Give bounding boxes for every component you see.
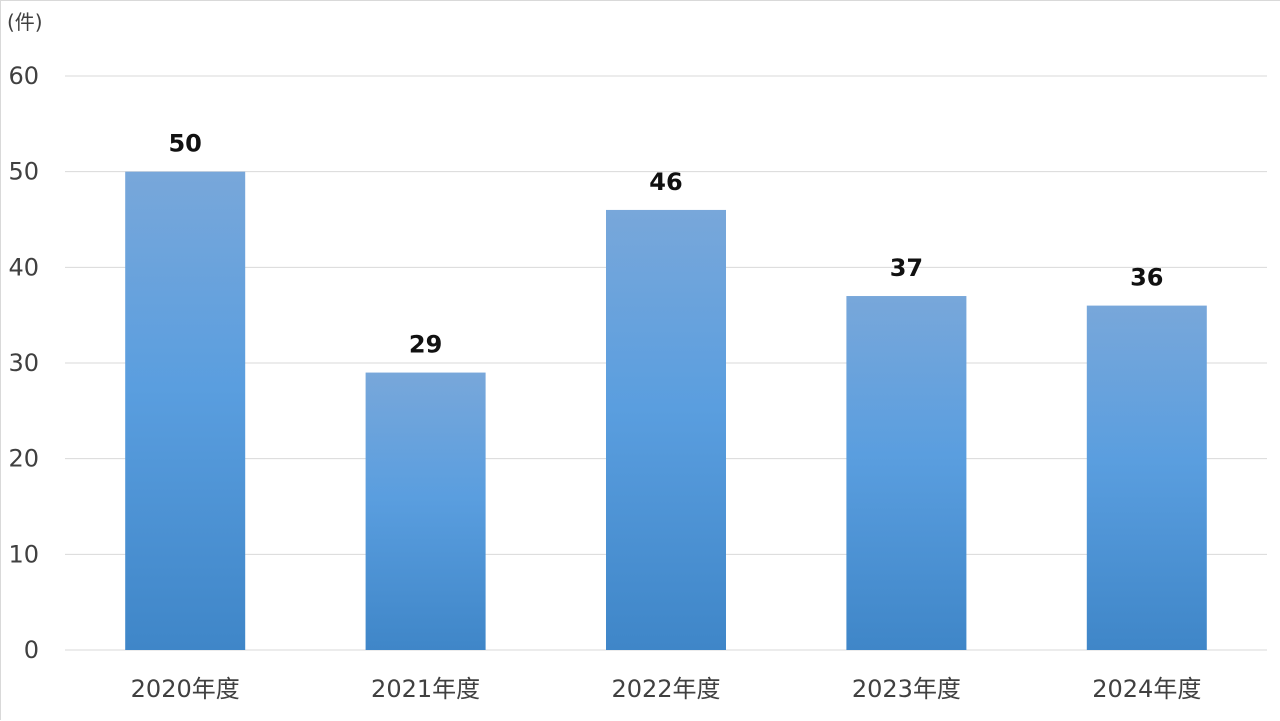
bar [125,171,246,650]
bar-value-label: 29 [409,331,442,359]
y-axis-tick-label: 0 [24,636,39,664]
y-axis-tick-label: 40 [8,253,39,281]
x-axis-category-label: 2021年度 [371,675,480,703]
y-axis-unit-label: (件) [7,10,43,34]
y-axis-tick-label: 30 [8,349,39,377]
x-axis-category-label: 2023年度 [852,675,961,703]
x-axis-category-label: 2022年度 [611,675,720,703]
x-axis-category-labels: 2020年度 2021年度 2022年度 2023年度 2024年度 [131,675,1202,703]
bar-value-label: 46 [649,168,682,196]
x-axis-category-label: 2024年度 [1092,675,1201,703]
bar-value-label: 36 [1130,264,1163,292]
y-axis-tick-label: 20 [8,445,39,473]
bar [365,372,486,650]
y-axis-tick-label: 10 [8,540,39,568]
y-axis-tick-label: 50 [8,158,39,186]
bar-value-label: 50 [168,130,201,158]
y-axis-tick-labels: 0 10 20 30 40 50 60 [8,62,39,664]
bars [125,171,1207,650]
data-labels: 50 29 46 37 36 [168,130,1163,359]
bar [606,209,726,650]
bar [846,296,967,650]
bar-value-label: 37 [890,254,923,282]
bar [1086,305,1207,650]
y-axis-tick-label: 60 [8,62,39,90]
x-axis-category-label: 2020年度 [131,675,240,703]
